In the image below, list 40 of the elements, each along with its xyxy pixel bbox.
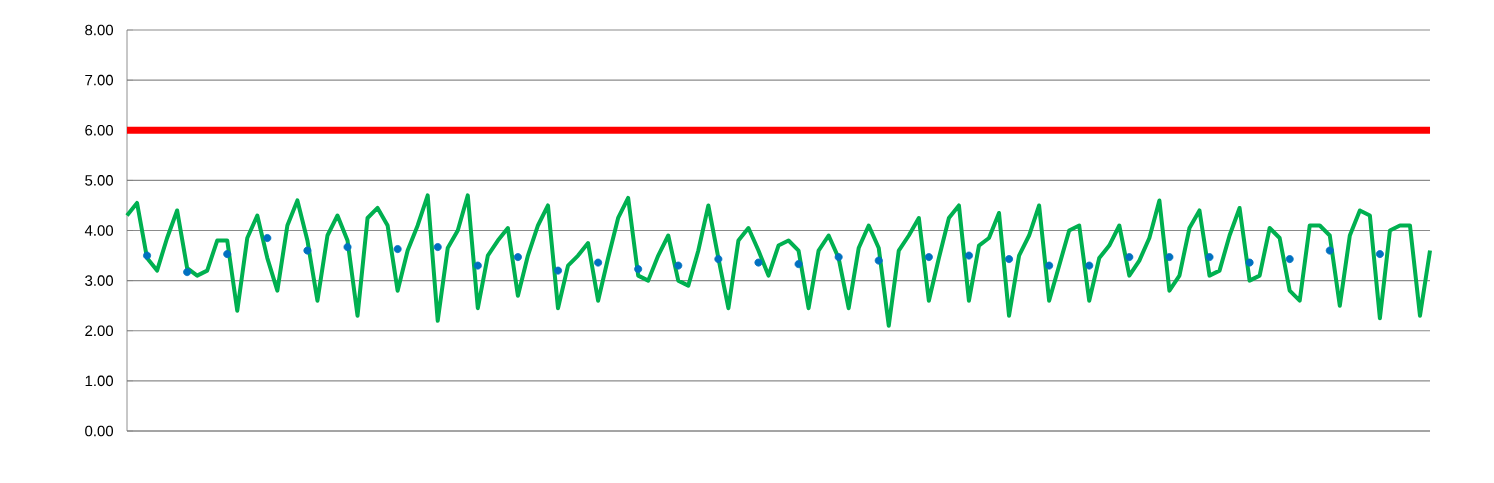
point	[1005, 255, 1014, 264]
point	[1205, 253, 1214, 262]
point	[513, 253, 522, 262]
point	[1045, 261, 1054, 270]
point	[1245, 258, 1254, 267]
point	[1325, 246, 1334, 255]
y-tick-label: 5.00	[85, 175, 114, 186]
point	[754, 258, 763, 267]
point	[554, 266, 562, 275]
point	[143, 251, 152, 260]
point	[964, 251, 973, 260]
point	[183, 268, 192, 277]
point	[343, 243, 352, 252]
point	[393, 245, 402, 254]
point	[594, 258, 603, 267]
y-tick-label: 7.00	[85, 74, 114, 86]
y-tick-label: 6.00	[85, 124, 114, 136]
point	[263, 234, 272, 243]
point	[1285, 255, 1294, 264]
y-tick-label: 1.00	[85, 375, 114, 387]
y-tick-label: 4.00	[84, 225, 114, 236]
point	[223, 250, 232, 259]
y-tick-label: 3.00	[85, 275, 114, 286]
y-tick-label: 0.00	[85, 425, 114, 437]
point	[473, 261, 482, 270]
point	[303, 246, 312, 255]
point	[834, 253, 843, 262]
y-tick-label: 8.00	[85, 24, 114, 36]
y-tick-label: 2.00	[85, 325, 114, 337]
point	[924, 253, 933, 262]
point	[1375, 250, 1384, 259]
point	[794, 260, 803, 269]
point	[1085, 261, 1094, 270]
point	[674, 261, 683, 270]
point	[1125, 253, 1134, 262]
point	[634, 265, 643, 274]
point	[874, 256, 883, 265]
point	[433, 243, 442, 252]
point	[714, 255, 723, 264]
point	[1165, 253, 1174, 262]
